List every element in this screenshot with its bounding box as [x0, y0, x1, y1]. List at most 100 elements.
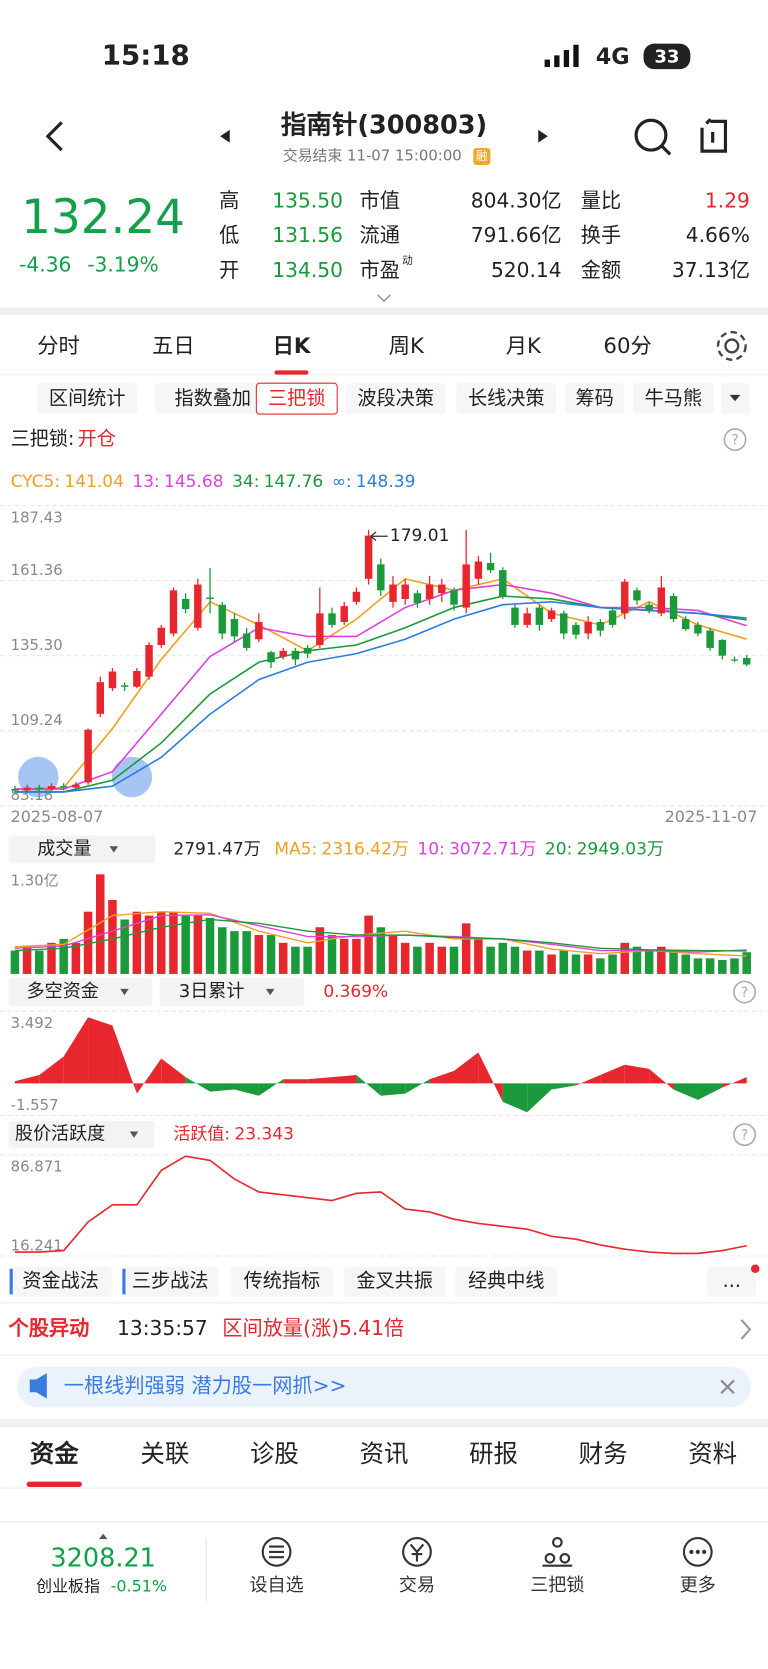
indicator-chip-label[interactable]: 三把锁 [268, 387, 325, 410]
footer-nav-label[interactable]: 更多 [680, 1575, 716, 1596]
strategy-chip[interactable] [343, 1266, 446, 1297]
period-tab[interactable]: 五日 [152, 334, 195, 359]
indicator-chip[interactable] [564, 383, 625, 415]
flow-area [307, 1077, 333, 1084]
flow-chip[interactable] [8, 978, 153, 1006]
more-icon[interactable] [682, 1536, 713, 1567]
strategy-chip[interactable] [455, 1266, 558, 1297]
volume-bar [144, 915, 154, 974]
legend-name: 10: [417, 839, 444, 859]
volume-bar [742, 952, 751, 974]
fullscreen-tool[interactable] [111, 756, 153, 798]
strategy-chip-label[interactable]: ... [723, 1269, 741, 1292]
period-tab[interactable]: 周K [389, 334, 425, 359]
next-stock[interactable] [538, 129, 548, 143]
indicator-chip-label[interactable]: 指数叠加 [174, 387, 251, 410]
indicator-chip-label[interactable]: 长线决策 [468, 387, 545, 410]
indicator-chip-label[interactable]: 筹码 [575, 387, 613, 410]
strategy-chip-label[interactable]: 金叉共振 [356, 1269, 433, 1292]
alert-text[interactable]: 区间放量(涨)5.41倍 [222, 1316, 404, 1340]
share-button[interactable] [700, 118, 728, 153]
footer-nav-label[interactable]: 设自选 [249, 1575, 303, 1596]
period-tab[interactable]: 60分 [603, 334, 651, 359]
strategy-chip-label[interactable]: 经典中线 [468, 1269, 545, 1292]
prev-stock[interactable] [220, 129, 230, 143]
battery-level: 33 [654, 46, 679, 67]
flow-dropdown[interactable] [120, 988, 129, 996]
volume-bar [498, 942, 508, 974]
candle-body [657, 587, 666, 614]
help-icon[interactable]: ? [733, 980, 757, 1004]
strategy-chip[interactable] [230, 1266, 333, 1297]
section-tab[interactable]: 资讯 [360, 1439, 409, 1468]
section-tab[interactable]: 资料 [688, 1439, 737, 1468]
index-value[interactable]: 3208.21 [50, 1543, 155, 1573]
indicator-chip-label[interactable]: 区间统计 [49, 387, 126, 410]
candle-body [486, 562, 495, 571]
indicator-chip[interactable] [632, 383, 714, 415]
settings-button[interactable] [716, 330, 747, 361]
close-banner[interactable] [720, 1379, 735, 1395]
period-tab[interactable]: 分时 [37, 334, 80, 359]
section-tab[interactable]: 资金 [30, 1439, 79, 1468]
promo-text[interactable]: 一根线判强弱 潜力股一网抓>> [64, 1373, 347, 1397]
indicator-chip[interactable] [345, 383, 446, 415]
volume-bar [547, 954, 556, 974]
volume-bar [291, 946, 300, 974]
lock-icon[interactable] [542, 1536, 573, 1567]
flow-area [429, 1070, 454, 1084]
period-dropdown[interactable] [635, 343, 644, 350]
activity-chip[interactable] [8, 1120, 155, 1149]
footer-nav-label[interactable]: 三把锁 [530, 1575, 584, 1596]
stat-value: 134.50 [272, 258, 343, 282]
volume-ma-line [14, 918, 747, 952]
candle-body [645, 604, 653, 611]
section-tab[interactable]: 关联 [140, 1439, 189, 1468]
activity-dropdown[interactable] [129, 1131, 139, 1138]
candle-body [535, 607, 544, 625]
strategy-chip[interactable] [122, 1266, 219, 1297]
candle-body [377, 564, 385, 591]
indicator-chip[interactable] [155, 383, 271, 415]
help-icon[interactable]: ? [723, 428, 747, 452]
footer-nav-label[interactable]: 交易 [399, 1575, 435, 1596]
period-chip[interactable] [159, 978, 305, 1006]
expand-quote[interactable] [377, 294, 391, 303]
flow-area [63, 1017, 89, 1084]
watchlist-icon[interactable] [261, 1536, 292, 1567]
candle-body [72, 784, 80, 788]
strategy-chip-label[interactable]: 三步战法 [132, 1269, 209, 1292]
promo-banner[interactable] [17, 1366, 751, 1408]
period-chip-dropdown[interactable] [265, 988, 275, 996]
candle-body [596, 621, 605, 631]
search-button[interactable] [634, 118, 672, 156]
strategy-chip-label[interactable]: 资金战法 [22, 1269, 99, 1292]
indicator-chip[interactable] [456, 383, 557, 415]
strategy-chip[interactable] [9, 1266, 112, 1297]
alert-arrow[interactable] [740, 1319, 752, 1340]
volume-bar [254, 935, 264, 974]
flow-area [332, 1075, 357, 1084]
indicator-chip-label[interactable]: 牛马熊 [645, 387, 702, 410]
section-tab[interactable]: 财务 [579, 1439, 628, 1468]
strategy-chip-label[interactable]: 传统指标 [244, 1269, 321, 1292]
help-icon[interactable]: ? [733, 1123, 757, 1147]
period-tab[interactable]: 月K [506, 334, 542, 359]
chip-more-arrow[interactable] [729, 394, 741, 402]
volume-ma-line [14, 910, 747, 957]
strategy-chip[interactable] [707, 1266, 757, 1297]
period-tab[interactable]: 日K [273, 334, 312, 359]
volume-dropdown[interactable] [109, 846, 119, 853]
volume-bar [10, 950, 20, 974]
section-tab[interactable]: 诊股 [250, 1439, 299, 1468]
back-button[interactable] [45, 121, 63, 152]
activity-reading-label: 活跃值: [173, 1125, 230, 1145]
indicator-chip[interactable] [37, 383, 138, 415]
section-tab[interactable]: 研报 [469, 1439, 518, 1468]
flow-area [527, 1083, 552, 1113]
index-switch[interactable] [98, 1533, 108, 1540]
trade-icon[interactable] [402, 1536, 432, 1567]
indicator-chip-label[interactable]: 波段决策 [357, 387, 434, 410]
volume-chip[interactable] [8, 835, 156, 864]
indicator-chip[interactable] [255, 382, 338, 415]
